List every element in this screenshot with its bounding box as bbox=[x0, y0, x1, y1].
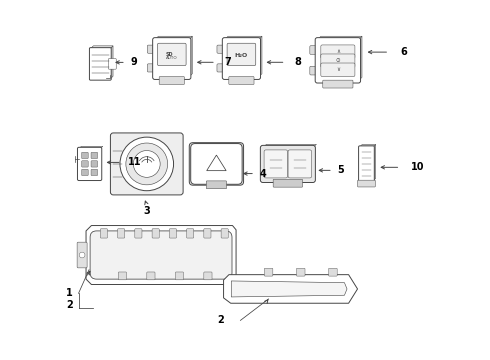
FancyBboxPatch shape bbox=[315, 38, 361, 83]
FancyBboxPatch shape bbox=[100, 229, 107, 238]
Text: ∨: ∨ bbox=[336, 67, 340, 72]
FancyBboxPatch shape bbox=[222, 38, 261, 80]
FancyBboxPatch shape bbox=[90, 231, 232, 279]
FancyBboxPatch shape bbox=[189, 143, 244, 185]
FancyBboxPatch shape bbox=[273, 179, 303, 187]
FancyBboxPatch shape bbox=[108, 59, 116, 69]
Polygon shape bbox=[189, 36, 192, 77]
Text: 6: 6 bbox=[400, 47, 407, 57]
FancyBboxPatch shape bbox=[264, 150, 288, 178]
Text: SD: SD bbox=[166, 51, 173, 57]
Polygon shape bbox=[358, 36, 362, 81]
Text: 2: 2 bbox=[218, 315, 224, 325]
Text: 7: 7 bbox=[224, 57, 231, 67]
FancyBboxPatch shape bbox=[359, 146, 374, 182]
FancyBboxPatch shape bbox=[260, 145, 316, 183]
FancyBboxPatch shape bbox=[204, 229, 211, 238]
Text: 10: 10 bbox=[411, 162, 425, 172]
Text: 3: 3 bbox=[144, 206, 150, 216]
FancyBboxPatch shape bbox=[91, 152, 98, 158]
Polygon shape bbox=[373, 144, 376, 181]
FancyBboxPatch shape bbox=[157, 43, 186, 66]
FancyBboxPatch shape bbox=[206, 181, 226, 189]
FancyBboxPatch shape bbox=[227, 43, 256, 66]
Polygon shape bbox=[360, 144, 376, 147]
FancyBboxPatch shape bbox=[135, 229, 142, 238]
FancyBboxPatch shape bbox=[288, 150, 312, 178]
FancyBboxPatch shape bbox=[82, 161, 88, 167]
FancyBboxPatch shape bbox=[91, 161, 98, 167]
FancyBboxPatch shape bbox=[264, 268, 273, 276]
Text: ⊙: ⊙ bbox=[336, 58, 340, 63]
FancyBboxPatch shape bbox=[191, 144, 242, 184]
FancyBboxPatch shape bbox=[329, 268, 337, 276]
FancyBboxPatch shape bbox=[217, 64, 225, 72]
FancyBboxPatch shape bbox=[90, 48, 111, 80]
Polygon shape bbox=[91, 46, 113, 49]
FancyBboxPatch shape bbox=[321, 45, 355, 58]
Polygon shape bbox=[224, 36, 262, 40]
Text: 11: 11 bbox=[128, 157, 142, 167]
Text: H₂O: H₂O bbox=[235, 53, 248, 58]
FancyBboxPatch shape bbox=[118, 229, 125, 238]
FancyBboxPatch shape bbox=[153, 38, 191, 80]
FancyBboxPatch shape bbox=[296, 268, 305, 276]
Polygon shape bbox=[263, 144, 317, 148]
FancyBboxPatch shape bbox=[323, 80, 353, 88]
Circle shape bbox=[133, 150, 160, 177]
FancyBboxPatch shape bbox=[221, 229, 228, 238]
FancyBboxPatch shape bbox=[147, 64, 156, 72]
FancyBboxPatch shape bbox=[229, 77, 254, 85]
Text: 2: 2 bbox=[67, 300, 73, 310]
FancyBboxPatch shape bbox=[358, 180, 375, 187]
Polygon shape bbox=[207, 155, 226, 171]
Text: 1: 1 bbox=[67, 288, 73, 298]
Text: 5: 5 bbox=[337, 165, 344, 175]
FancyBboxPatch shape bbox=[82, 152, 88, 158]
Circle shape bbox=[120, 137, 173, 191]
Polygon shape bbox=[258, 36, 262, 77]
Circle shape bbox=[79, 252, 85, 258]
FancyBboxPatch shape bbox=[217, 45, 225, 53]
Polygon shape bbox=[318, 36, 362, 40]
Polygon shape bbox=[223, 275, 358, 303]
Text: ∧: ∧ bbox=[336, 49, 340, 54]
FancyBboxPatch shape bbox=[118, 272, 126, 280]
Text: 4: 4 bbox=[259, 168, 266, 179]
FancyBboxPatch shape bbox=[204, 272, 212, 280]
FancyBboxPatch shape bbox=[152, 229, 159, 238]
FancyBboxPatch shape bbox=[77, 242, 87, 268]
FancyBboxPatch shape bbox=[159, 77, 184, 85]
Polygon shape bbox=[231, 281, 347, 297]
FancyBboxPatch shape bbox=[321, 54, 355, 68]
FancyBboxPatch shape bbox=[187, 229, 194, 238]
FancyBboxPatch shape bbox=[147, 272, 155, 280]
FancyBboxPatch shape bbox=[310, 66, 318, 75]
FancyBboxPatch shape bbox=[147, 45, 156, 53]
FancyBboxPatch shape bbox=[175, 272, 184, 280]
Polygon shape bbox=[155, 36, 192, 40]
FancyBboxPatch shape bbox=[110, 133, 183, 195]
Text: 9: 9 bbox=[130, 57, 137, 67]
Polygon shape bbox=[86, 226, 236, 284]
Polygon shape bbox=[79, 146, 103, 149]
FancyBboxPatch shape bbox=[77, 147, 102, 180]
Text: AUTO: AUTO bbox=[166, 56, 177, 60]
FancyBboxPatch shape bbox=[310, 46, 318, 54]
Circle shape bbox=[126, 143, 168, 185]
FancyBboxPatch shape bbox=[170, 229, 176, 238]
Text: 8: 8 bbox=[294, 57, 301, 67]
FancyBboxPatch shape bbox=[91, 169, 98, 176]
FancyBboxPatch shape bbox=[82, 169, 88, 176]
Polygon shape bbox=[110, 46, 113, 79]
FancyBboxPatch shape bbox=[321, 63, 355, 77]
